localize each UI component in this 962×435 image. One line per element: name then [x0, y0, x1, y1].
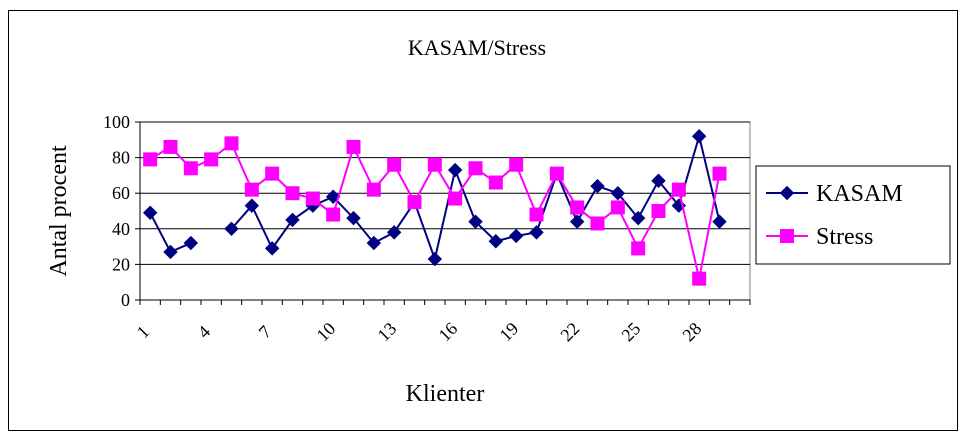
axes	[139, 122, 751, 305]
data-point	[651, 204, 666, 218]
data-point	[569, 214, 585, 229]
x-tick-label: 7	[255, 322, 276, 343]
data-point	[570, 200, 585, 215]
data-point	[549, 166, 564, 181]
x-tick-label: 16	[434, 318, 461, 345]
x-tick-label: 22	[556, 318, 583, 345]
data-point	[204, 152, 219, 167]
data-point	[325, 189, 341, 204]
data-point	[692, 271, 707, 286]
data-point	[427, 251, 443, 267]
data-point	[285, 186, 300, 201]
data-point	[508, 228, 524, 244]
data-point	[265, 166, 280, 181]
data-point	[163, 244, 178, 260]
data-point	[305, 191, 320, 206]
legend-marker	[780, 229, 794, 243]
legend-box	[755, 165, 951, 265]
x-tick-label: 1	[133, 322, 154, 343]
data-point	[386, 225, 402, 240]
data-point	[590, 178, 605, 194]
data-point	[468, 161, 483, 176]
data-point	[407, 195, 422, 210]
data-point	[610, 200, 625, 215]
y-tick-label: 40	[112, 219, 130, 239]
data-point	[529, 225, 544, 240]
x-tick-label: 13	[373, 318, 400, 345]
data-point	[366, 182, 381, 197]
data-point	[224, 136, 239, 151]
data-point	[590, 216, 605, 231]
series	[142, 129, 727, 286]
data-point	[346, 210, 361, 226]
data-point	[143, 152, 158, 167]
data-point	[468, 214, 483, 229]
data-point	[488, 234, 504, 249]
data-point	[285, 212, 300, 228]
data-point	[224, 221, 239, 237]
data-point	[488, 175, 503, 190]
chart-title: KASAM/Stress	[408, 35, 546, 60]
data-point	[427, 157, 442, 172]
legend-label: Stress	[816, 224, 873, 250]
x-tick-labels: 1 4 7 10 13 16 19 22 25 28	[133, 318, 706, 345]
data-point	[691, 129, 707, 144]
data-point	[712, 166, 727, 181]
data-point	[163, 139, 178, 154]
data-point	[509, 157, 524, 172]
x-tick-label: 25	[617, 318, 644, 345]
legend-marker	[779, 185, 795, 201]
data-point	[244, 198, 260, 213]
data-point	[346, 139, 361, 154]
data-point	[264, 241, 280, 256]
data-point	[142, 205, 158, 220]
data-point	[387, 157, 402, 172]
data-point	[244, 182, 259, 197]
data-point	[631, 241, 646, 256]
y-tick-label: 0	[121, 290, 130, 310]
data-point	[630, 210, 646, 226]
data-point	[183, 161, 198, 176]
data-point	[651, 173, 666, 188]
y-tick-labels: 0 20 40 60 80 100	[103, 112, 130, 310]
y-axis-label: Antal procent	[46, 145, 72, 277]
x-axis-label: Klienter	[406, 381, 485, 407]
y-tick-label: 80	[112, 148, 130, 168]
x-tick-label: 4	[194, 322, 215, 343]
data-point	[183, 235, 199, 251]
y-tick-label: 60	[112, 183, 130, 203]
series-stress	[143, 136, 727, 286]
data-point	[671, 182, 686, 197]
y-tick-label: 100	[103, 112, 130, 132]
x-tick-label: 19	[495, 318, 522, 345]
x-tick-label: 28	[678, 318, 705, 345]
data-point	[448, 191, 463, 206]
data-point	[326, 207, 341, 222]
y-tick-label: 20	[112, 254, 130, 274]
data-point	[366, 235, 382, 251]
legend-label: KASAM	[816, 181, 903, 207]
data-point	[447, 162, 463, 178]
data-point	[712, 214, 727, 229]
x-tick-label: 10	[312, 318, 339, 345]
legend: KASAM Stress	[755, 165, 951, 265]
data-point	[529, 207, 544, 222]
data-point	[610, 185, 626, 201]
